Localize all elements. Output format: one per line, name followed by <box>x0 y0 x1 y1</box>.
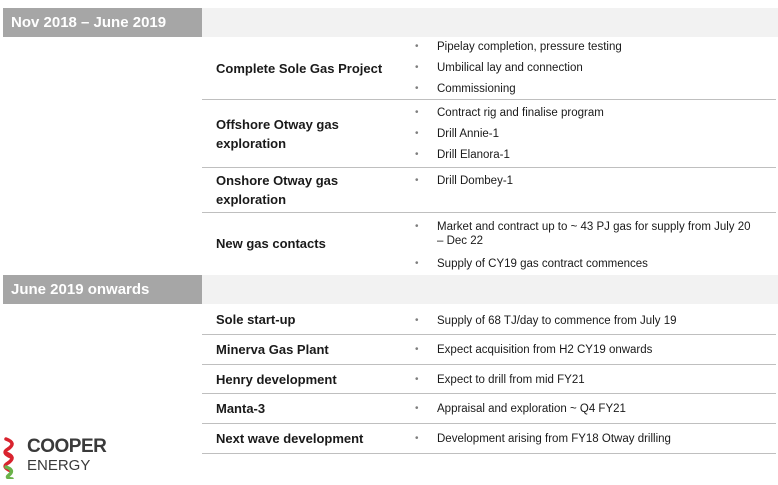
milestones-table-1: Complete Sole Gas Project • Pipelay compl… <box>202 37 776 273</box>
table-row: Henry development • Expect to drill from … <box>202 365 776 394</box>
table-row: Complete Sole Gas Project • Pipelay compl… <box>202 37 776 100</box>
list-item: • Expect acquisition from H2 CY19 onwards <box>415 344 653 356</box>
table-row: Sole start-up • Supply of 68 TJ/day to co… <box>202 305 776 335</box>
row-label: Sole start-up <box>216 312 296 327</box>
list-item: • Appraisal and exploration ~ Q4 FY21 <box>415 403 626 415</box>
list-item: • Umbilical lay and connection <box>415 62 583 74</box>
bullet-icon: • <box>415 149 419 160</box>
list-item: • Contract rig and finalise program <box>415 107 604 119</box>
bullet-icon: • <box>415 62 419 73</box>
row-label: Minerva Gas Plant <box>216 342 329 357</box>
milestones-table-2: Sole start-up • Supply of 68 TJ/day to co… <box>202 305 776 454</box>
bullet-icon: • <box>415 41 419 52</box>
logo-mark-icon <box>3 437 14 479</box>
table-row: Offshore Otway gas exploration • Contract… <box>202 100 776 168</box>
list-item: • Development arising from FY18 Otway dri… <box>415 433 671 445</box>
logo-subtitle: ENERGY <box>27 457 91 474</box>
section-header-nov-2018: Nov 2018 – June 2019 <box>3 8 202 37</box>
row-label: Manta-3 <box>216 401 266 416</box>
bullet-list: • Development arising from FY18 Otway dri… <box>415 432 776 446</box>
list-item: • Market and contract up to ~ 43 PJ gas f… <box>415 221 751 247</box>
table-row: New gas contacts • Market and contract up… <box>202 213 776 273</box>
table-row: Minerva Gas Plant • Expect acquisition fr… <box>202 335 776 365</box>
bullet-list: • Market and contract up to ~ 43 PJ gas f… <box>415 220 759 271</box>
table-row: Next wave development • Development arisi… <box>202 424 776 454</box>
row-label: Offshore Otway gas exploration <box>216 116 339 151</box>
bullet-icon: • <box>415 175 419 186</box>
bullet-icon: • <box>415 433 419 444</box>
list-item: • Supply of 68 TJ/day to commence from Ju… <box>415 315 677 327</box>
bullet-icon: • <box>415 83 419 94</box>
list-item: • Supply of CY19 gas contract commences <box>415 258 648 270</box>
logo-wordmark: COOPER <box>27 436 107 457</box>
bullet-icon: • <box>415 128 419 139</box>
bullet-icon: • <box>415 374 419 385</box>
bullet-list: • Supply of 68 TJ/day to commence from Ju… <box>415 314 776 328</box>
section-header-june-2019: June 2019 onwards <box>3 275 202 304</box>
row-label: Onshore Otway gas exploration <box>216 173 339 207</box>
cooper-energy-logo: COOPER ENERGY <box>3 436 107 479</box>
bullet-icon: • <box>415 221 419 232</box>
table-row: Onshore Otway gas exploration • Drill Dom… <box>202 168 776 213</box>
row-label: Next wave development <box>216 431 364 446</box>
section-title: June 2019 onwards <box>11 281 150 298</box>
list-item: • Pipelay completion, pressure testing <box>415 41 622 53</box>
bullet-icon: • <box>415 107 419 118</box>
bullet-list: • Expect acquisition from H2 CY19 onwards <box>415 343 776 357</box>
row-label: Complete Sole Gas Project <box>216 60 383 76</box>
section-header-band <box>202 8 778 37</box>
bullet-icon: • <box>415 344 419 355</box>
bullet-icon: • <box>415 403 419 414</box>
list-item: • Commissioning <box>415 83 516 95</box>
bullet-icon: • <box>415 315 419 326</box>
table-row: Manta-3 • Appraisal and exploration ~ Q4 … <box>202 394 776 424</box>
list-item: • Drill Dombey-1 <box>415 175 514 187</box>
bullet-list: • Appraisal and exploration ~ Q4 FY21 <box>415 402 776 416</box>
bullet-list: • Expect to drill from mid FY21 <box>415 373 776 387</box>
list-item: • Drill Elanora-1 <box>415 149 510 161</box>
section-header-band <box>202 275 778 304</box>
list-item: • Expect to drill from mid FY21 <box>415 374 585 386</box>
bullet-list: • Drill Dombey-1 <box>415 174 776 188</box>
list-item: • Drill Annie-1 <box>415 128 499 140</box>
row-label: New gas contacts <box>216 235 326 251</box>
section-title: Nov 2018 – June 2019 <box>11 14 167 31</box>
bullet-list: • Contract rig and finalise program • Dril… <box>415 106 776 162</box>
bullet-icon: • <box>415 258 419 269</box>
bullet-list: • Pipelay completion, pressure testing • U… <box>415 40 776 96</box>
row-label: Henry development <box>216 371 337 387</box>
